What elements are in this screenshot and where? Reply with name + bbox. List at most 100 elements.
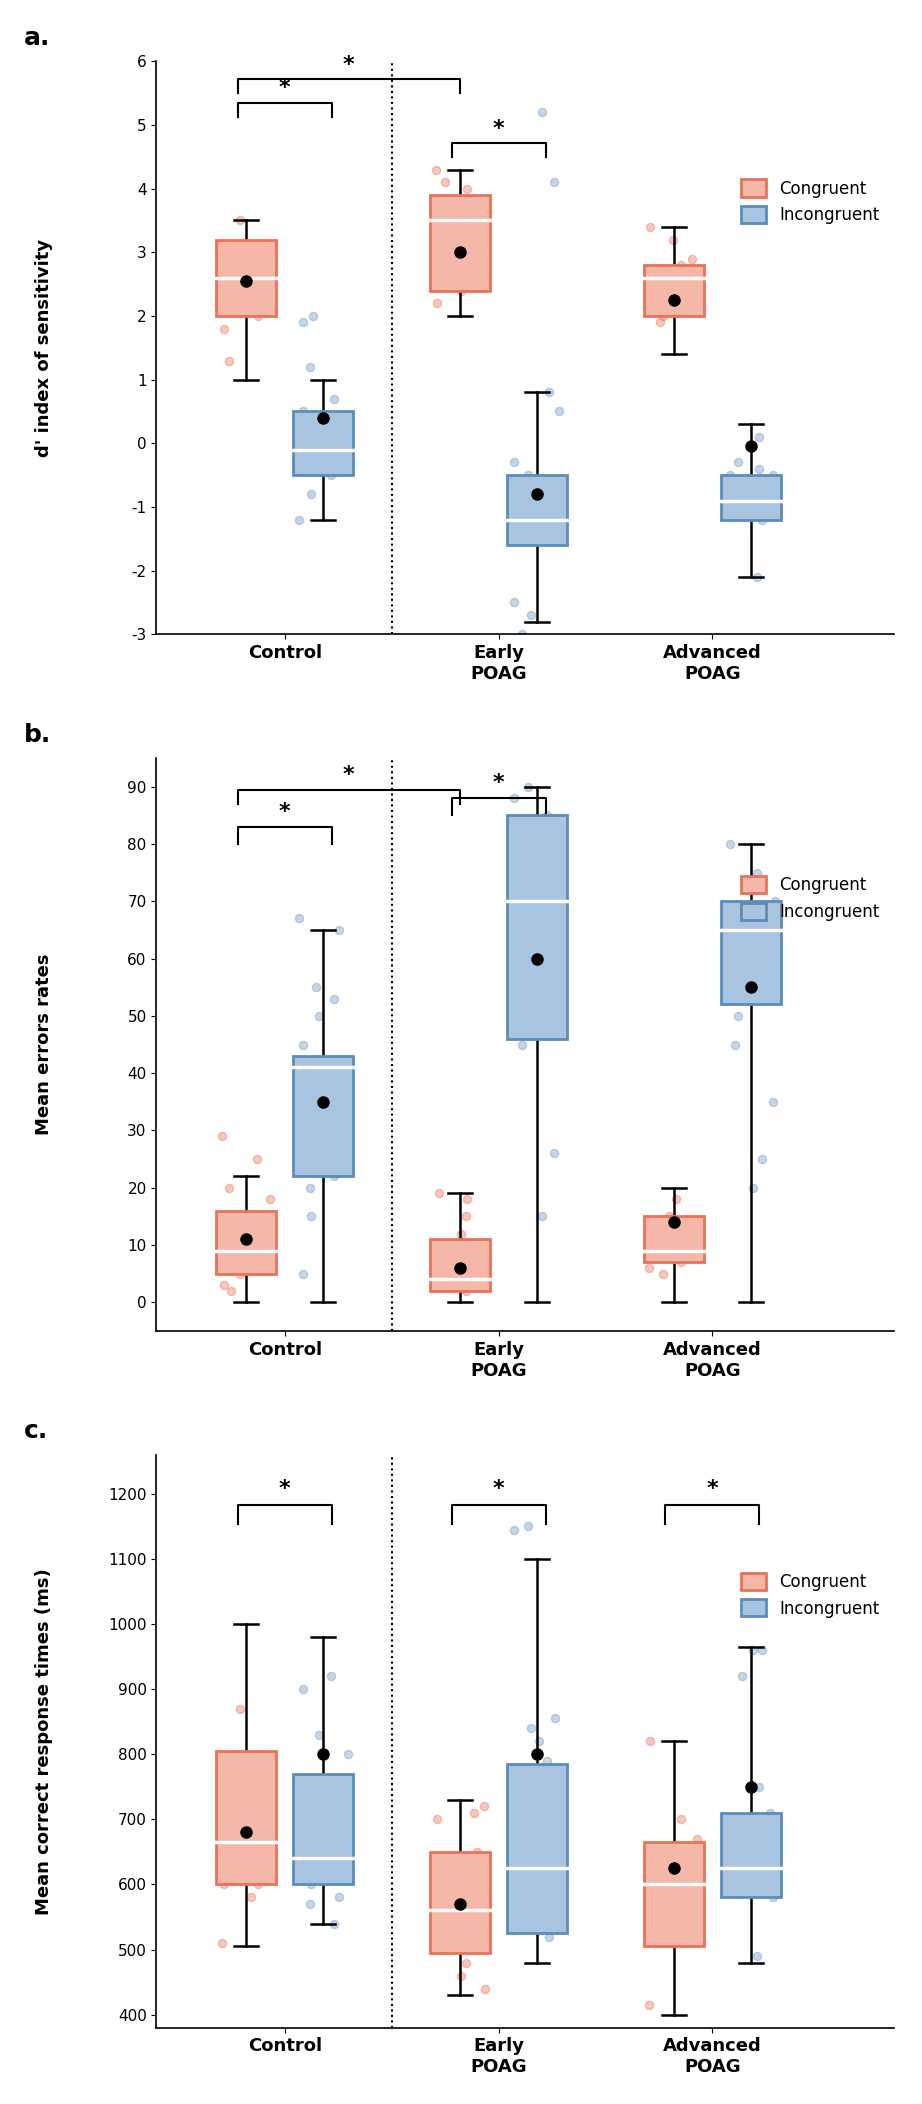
Point <box>430 1803 444 1837</box>
Point <box>521 770 536 804</box>
Point <box>340 408 355 442</box>
Point <box>765 1086 780 1119</box>
FancyBboxPatch shape <box>293 412 353 476</box>
Point <box>539 800 554 833</box>
FancyBboxPatch shape <box>721 476 781 520</box>
Point <box>251 1199 266 1233</box>
Point <box>666 223 680 257</box>
Point <box>684 1881 699 1915</box>
Point <box>214 1119 229 1153</box>
FancyBboxPatch shape <box>293 1774 353 1885</box>
Point <box>459 1946 474 1980</box>
FancyBboxPatch shape <box>431 1852 490 1953</box>
Point <box>690 255 704 288</box>
Point <box>262 255 277 288</box>
Point <box>668 1854 683 1887</box>
FancyBboxPatch shape <box>217 1210 277 1273</box>
Text: b.: b. <box>24 722 51 747</box>
Point <box>656 1256 670 1290</box>
Point <box>750 856 764 890</box>
Point <box>312 1717 326 1751</box>
Point <box>312 999 326 1033</box>
Point <box>256 1751 271 1784</box>
Point <box>460 173 475 206</box>
Point <box>524 598 538 631</box>
Point <box>326 983 341 1016</box>
Point <box>656 1900 670 1934</box>
Point <box>735 1660 750 1694</box>
Point <box>460 1868 475 1902</box>
Point <box>684 242 699 276</box>
Legend: Congruent, Incongruent: Congruent, Incongruent <box>734 1565 886 1624</box>
Point <box>232 1692 247 1725</box>
Point <box>506 446 521 480</box>
Point <box>546 1136 561 1170</box>
Legend: Congruent, Incongruent: Congruent, Incongruent <box>734 173 886 231</box>
FancyBboxPatch shape <box>721 1814 781 1898</box>
Point <box>305 299 320 332</box>
Point <box>244 286 259 320</box>
Point <box>539 1744 554 1778</box>
Point <box>459 1854 474 1887</box>
Point <box>432 1900 447 1934</box>
Point <box>454 274 468 307</box>
Point <box>515 1900 530 1934</box>
Point <box>532 1725 547 1759</box>
Point <box>762 497 777 530</box>
Point <box>302 349 317 383</box>
Point <box>653 1233 668 1267</box>
Point <box>477 204 491 238</box>
Point <box>762 913 777 947</box>
Point <box>340 1069 355 1102</box>
Point <box>459 1275 474 1309</box>
FancyBboxPatch shape <box>507 476 567 545</box>
Text: *: * <box>492 772 504 793</box>
Point <box>295 305 310 339</box>
Point <box>432 223 447 257</box>
Point <box>459 1199 474 1233</box>
Point <box>752 896 767 930</box>
Point <box>302 1887 317 1921</box>
Point <box>767 1828 782 1862</box>
Point <box>326 1906 341 1940</box>
Point <box>478 1252 492 1286</box>
Text: *: * <box>278 1479 290 1498</box>
Point <box>331 446 346 480</box>
Point <box>746 1172 761 1206</box>
Point <box>326 383 341 417</box>
Y-axis label: Mean correct response times (ms): Mean correct response times (ms) <box>35 1567 53 1915</box>
Point <box>262 1229 277 1262</box>
Point <box>429 1868 443 1902</box>
Point <box>656 299 670 332</box>
Point <box>654 1222 668 1256</box>
Point <box>340 1738 355 1772</box>
Point <box>541 884 556 917</box>
Point <box>755 1142 770 1176</box>
Point <box>262 1791 277 1824</box>
Point <box>291 1835 306 1868</box>
Point <box>727 1027 742 1060</box>
Text: *: * <box>343 55 355 76</box>
Point <box>467 1797 481 1830</box>
Point <box>469 1835 484 1868</box>
Point <box>232 1256 247 1290</box>
Point <box>257 267 272 301</box>
Point <box>750 1940 764 1974</box>
Point <box>690 1822 704 1856</box>
Point <box>263 229 278 263</box>
Legend: Congruent, Incongruent: Congruent, Incongruent <box>734 869 886 928</box>
Point <box>257 1847 272 1881</box>
Point <box>768 884 783 917</box>
Point <box>746 1633 761 1666</box>
Point <box>302 1172 317 1206</box>
Point <box>643 210 657 244</box>
Point <box>308 970 323 1004</box>
Point <box>327 1835 342 1868</box>
Point <box>642 1252 656 1286</box>
Point <box>521 1509 536 1542</box>
Text: *: * <box>706 1479 718 1498</box>
Point <box>221 343 236 377</box>
Point <box>524 1711 538 1744</box>
FancyBboxPatch shape <box>721 901 781 1004</box>
Point <box>515 1027 530 1060</box>
